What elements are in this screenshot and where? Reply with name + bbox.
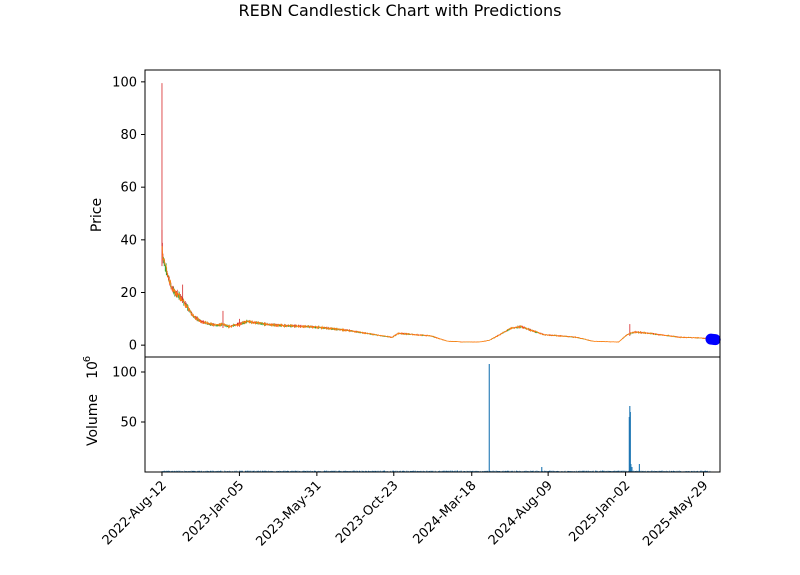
price-y-tick-label: 100	[112, 75, 137, 90]
x-tick-label: 2025-Jan-02	[566, 478, 633, 545]
price-y-tick-label: 40	[120, 233, 137, 248]
price-y-tick-label: 60	[120, 181, 137, 196]
volume-panel: 50 100	[112, 364, 711, 472]
volume-y-tick-label: 100	[112, 366, 137, 381]
volume-unit-base: 10	[85, 361, 101, 379]
price-y-tick-label: 0	[129, 339, 137, 354]
price-panel-frame	[144, 69, 721, 358]
volume-panel-frame	[144, 356, 721, 473]
x-tick-label: 2025-May-29	[640, 478, 711, 549]
svg-text:Volume: Volume	[85, 394, 101, 446]
x-tick-label: 2022-Aug-12	[100, 478, 170, 548]
volume-y-tick-label: 50	[120, 416, 137, 431]
x-tick-label: 2023-Oct-23	[333, 478, 401, 546]
price-panel: 0 20 40 60 80 100	[112, 75, 721, 354]
x-tick-label: 2024-Mar-18	[410, 478, 479, 547]
volume-axis-label: Volume 10 6	[82, 356, 101, 446]
volume-unit-exponent: 6	[82, 356, 93, 362]
price-y-tick-label: 20	[120, 286, 137, 301]
x-tick-label: 2023-May-31	[254, 478, 325, 549]
price-y-tick-label: 80	[120, 128, 137, 143]
price-axis-label: Price	[89, 198, 105, 232]
x-tick-label: 2023-Jan-05	[180, 478, 247, 545]
close-line	[161, 246, 710, 343]
chart-title: REBN Candlestick Chart with Predictions	[239, 1, 562, 20]
svg-text:10: 10	[85, 361, 101, 379]
volume-label-text: Volume	[85, 394, 101, 446]
x-tick-label: 2024-Aug-09	[486, 478, 556, 548]
x-axis: 2022-Aug-12 2023-Jan-05 2023-May-31 2023-Oc…	[100, 472, 711, 549]
prediction-point	[709, 334, 721, 346]
svg-text:6: 6	[82, 356, 93, 362]
